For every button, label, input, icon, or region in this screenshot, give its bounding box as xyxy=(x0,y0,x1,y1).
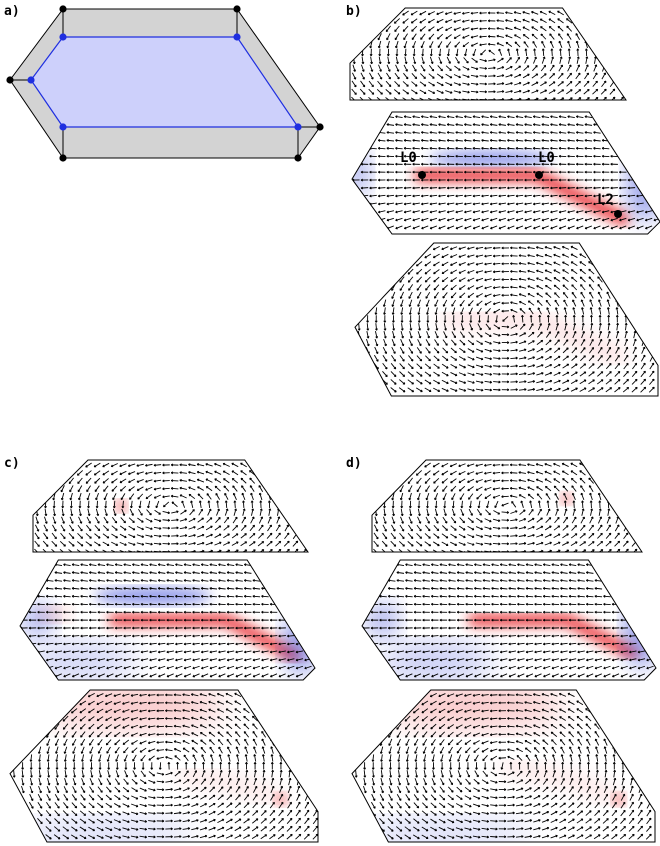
site-label-left: L0 xyxy=(400,150,417,166)
map-d-bot xyxy=(351,689,656,843)
map-d-mid-glow-1 xyxy=(623,596,656,668)
site-label-right: L0 xyxy=(538,150,555,166)
map-c-mid xyxy=(19,559,316,681)
map-c-mid-glow-0 xyxy=(93,587,212,605)
map-c-bot-glow-0 xyxy=(40,690,226,729)
map-c-bot-arrows xyxy=(12,692,318,840)
map-c-top xyxy=(32,459,309,553)
panel-label-c: c) xyxy=(4,456,20,471)
map-d-mid xyxy=(361,559,657,681)
map-b-mid-glow-3 xyxy=(352,148,371,198)
map-d-mid-arrows xyxy=(362,563,654,678)
map-d-bot-outline xyxy=(351,689,656,843)
map-c-bot-glow-2 xyxy=(274,793,288,806)
site-label-corner: L2 xyxy=(597,192,614,208)
map-d-bot-glow-0 xyxy=(382,690,565,729)
map-c-top-outline xyxy=(32,459,309,553)
map-b-top-arrows xyxy=(351,10,624,100)
panel-a-schematic xyxy=(6,5,324,162)
site-dot-right xyxy=(535,171,543,179)
connector-lines xyxy=(10,9,320,158)
inner-hexagon xyxy=(30,36,300,128)
field-maps xyxy=(9,7,660,843)
site-dot-corner xyxy=(614,210,622,218)
map-d-top xyxy=(371,459,643,553)
map-b-mid-outline xyxy=(351,111,660,235)
map-c-top-arrows xyxy=(34,462,307,552)
map-b-bot-outline xyxy=(354,242,659,397)
map-d-mid-glow-3 xyxy=(376,644,495,680)
map-b-bot xyxy=(354,242,659,397)
map-c-mid-outline xyxy=(19,559,316,681)
map-b-mid-arrows xyxy=(352,115,660,230)
site-dot-left xyxy=(418,171,426,179)
map-d-bot-arrows xyxy=(354,692,652,840)
map-b-bot-arrows xyxy=(357,245,655,393)
panel-label-b: b) xyxy=(346,4,362,19)
map-b-top xyxy=(349,7,627,101)
panel-label-a: a) xyxy=(4,4,20,19)
map-b-mid-glow-0 xyxy=(429,151,553,166)
map-b-top-outline xyxy=(349,7,627,101)
inner-vertices xyxy=(27,33,302,131)
map-c-bot-glow-3 xyxy=(10,819,195,842)
map-b-mid xyxy=(351,111,660,235)
outer-vertices xyxy=(6,5,324,162)
map-d-bot-glow-3 xyxy=(352,819,534,842)
map-d-mid-outline xyxy=(361,559,657,681)
site-markers: L0 L0 L2 xyxy=(400,150,622,218)
map-b-bot-glow-0 xyxy=(441,315,626,362)
panel-label-d: d) xyxy=(346,456,362,471)
map-c-bot-outline xyxy=(9,689,319,843)
map-c-mid-arrows xyxy=(20,563,312,678)
map-c-mid-glow-4 xyxy=(40,606,71,622)
map-c-top-glow-1 xyxy=(115,500,127,512)
map-c-bot xyxy=(9,689,319,843)
map-d-top-outline xyxy=(371,459,643,553)
